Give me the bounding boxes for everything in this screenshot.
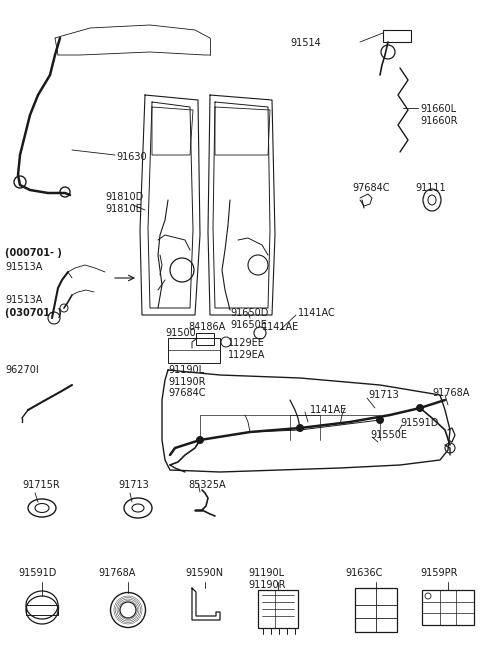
Circle shape <box>196 436 204 443</box>
Text: 91660L
91660R: 91660L 91660R <box>420 104 457 125</box>
Bar <box>26 605 58 615</box>
Text: 1129EE
1129EA: 1129EE 1129EA <box>228 338 265 359</box>
Text: 1141AE: 1141AE <box>310 405 347 415</box>
Text: 91111: 91111 <box>415 183 445 193</box>
Circle shape <box>376 417 384 424</box>
Text: 97684C: 97684C <box>352 183 389 193</box>
Text: (030701- ): (030701- ) <box>5 308 62 318</box>
Bar <box>196 333 214 345</box>
Text: (000701- ): (000701- ) <box>5 248 62 258</box>
Text: 91713: 91713 <box>118 480 149 490</box>
Bar <box>258 590 298 628</box>
Bar <box>168 338 220 363</box>
Text: 91500: 91500 <box>165 328 196 338</box>
Text: 91591D: 91591D <box>400 418 438 428</box>
Text: 91715R: 91715R <box>22 480 60 490</box>
Text: 1141AE: 1141AE <box>262 322 299 332</box>
Text: 91190L
91190R
97684C: 91190L 91190R 97684C <box>168 365 205 398</box>
Circle shape <box>297 424 303 432</box>
Text: 91713: 91713 <box>368 390 399 400</box>
Bar <box>355 588 397 632</box>
Text: 91630: 91630 <box>116 152 146 162</box>
Text: 85325A: 85325A <box>188 480 226 490</box>
Text: 1141AC: 1141AC <box>298 308 336 318</box>
Text: 91591D: 91591D <box>18 568 56 578</box>
Text: 91768A: 91768A <box>98 568 135 578</box>
Text: 91650D
91650E: 91650D 91650E <box>230 308 268 330</box>
Text: 96270I: 96270I <box>5 365 39 375</box>
Bar <box>422 590 474 625</box>
Text: 91513A: 91513A <box>5 295 42 305</box>
Text: 91514: 91514 <box>290 38 321 48</box>
Text: 91513A: 91513A <box>5 262 42 272</box>
Text: 91768A: 91768A <box>432 388 469 398</box>
Text: 84186A: 84186A <box>188 322 225 332</box>
Circle shape <box>417 405 423 411</box>
Text: 91636C: 91636C <box>345 568 383 578</box>
Text: 91550E: 91550E <box>370 430 407 440</box>
Text: 91190L
91190R: 91190L 91190R <box>248 568 286 589</box>
Text: 91810D
91810E: 91810D 91810E <box>105 192 143 214</box>
Text: 9159PR: 9159PR <box>420 568 457 578</box>
Text: 91590N: 91590N <box>185 568 223 578</box>
Bar <box>383 30 411 42</box>
